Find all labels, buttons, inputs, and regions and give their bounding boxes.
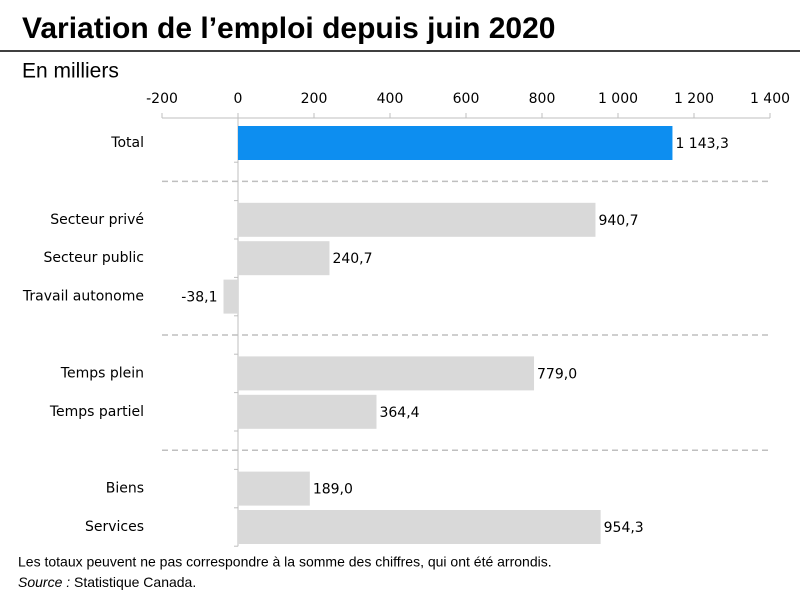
value-label: 1 143,3 [675,136,728,152]
value-label: 940,7 [598,213,638,229]
category-label: Biens [106,481,144,497]
bar [238,126,673,160]
category-label: Total [110,135,144,151]
bar [238,202,596,237]
value-label: 779,0 [537,366,577,382]
bar [238,471,310,506]
source-label: Source : [18,574,70,590]
category-label: Secteur public [43,250,144,266]
chart-subtitle: En milliers [22,60,119,83]
chart-title: Variation de l’emploi depuis juin 2020 [22,12,555,45]
x-tick-label: 200 [301,91,328,107]
bar [238,356,535,391]
bar [238,510,601,544]
category-label: Services [85,519,144,535]
x-tick-label: 400 [377,91,404,107]
x-tick-label: -200 [146,91,178,107]
note: Les totaux peuvent ne pas correspondre à… [18,554,552,570]
source-text: Statistique Canada. [74,574,196,590]
category-label: Temps plein [60,365,144,381]
category-label: Secteur privé [50,212,144,228]
x-tick-label: 800 [529,91,556,107]
value-label: 189,0 [313,482,353,498]
source: Source : Statistique Canada. [18,574,196,590]
x-tick-label: 0 [234,91,243,107]
x-tick-label: 600 [453,91,480,107]
bar [223,279,238,314]
value-label: 954,3 [604,520,644,536]
value-label: -38,1 [181,290,217,306]
x-tick-label: 1 200 [674,91,714,107]
bar [238,241,330,276]
value-label: 364,4 [379,405,419,421]
category-label: Travail autonome [22,289,144,305]
value-label: 240,7 [332,251,372,267]
bar [238,394,377,429]
x-tick-label: 1 000 [598,91,638,107]
x-tick-label: 1 400 [750,91,790,107]
category-label: Temps partiel [49,404,144,420]
